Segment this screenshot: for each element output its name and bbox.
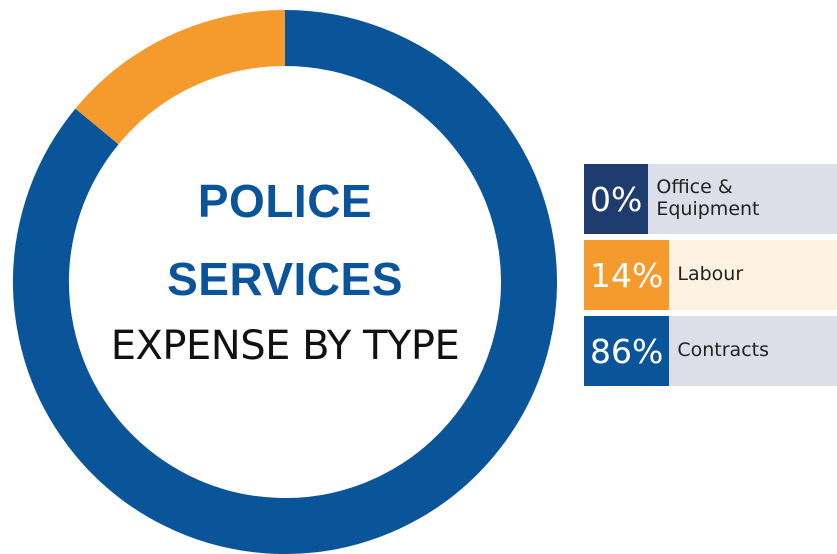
legend: 0% Office & Equipment 14% Labour 86% Con…	[584, 164, 837, 392]
legend-label: Contracts	[677, 339, 769, 362]
legend-percent: 86%	[584, 316, 670, 386]
legend-item-office-equipment: 0% Office & Equipment	[584, 164, 837, 234]
legend-label: Labour	[677, 263, 744, 286]
donut-slice-labour	[75, 10, 286, 145]
chart-title-line-2: SERVICES	[167, 253, 403, 305]
legend-percent: 14%	[584, 240, 670, 310]
donut-slice-contracts	[13, 10, 557, 554]
chart-title-line-1: POLICE	[197, 175, 373, 227]
donut-chart	[13, 10, 557, 554]
legend-label: Office & Equipment	[656, 176, 760, 220]
legend-item-labour: 14% Labour	[584, 240, 837, 310]
legend-item-contracts: 86% Contracts	[584, 316, 837, 386]
chart-subtitle: EXPENSE BY TYPE	[110, 323, 460, 369]
legend-percent: 0%	[584, 164, 649, 234]
